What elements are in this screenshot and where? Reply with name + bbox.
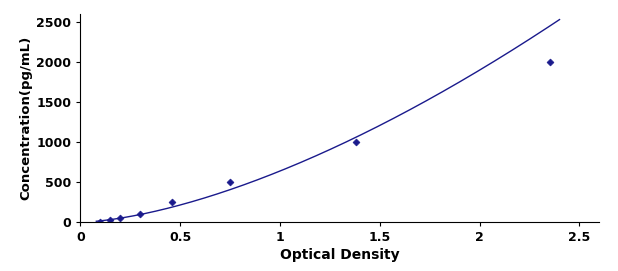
X-axis label: Optical Density: Optical Density [280, 249, 400, 262]
Y-axis label: Concentration(pg/mL): Concentration(pg/mL) [19, 36, 32, 200]
